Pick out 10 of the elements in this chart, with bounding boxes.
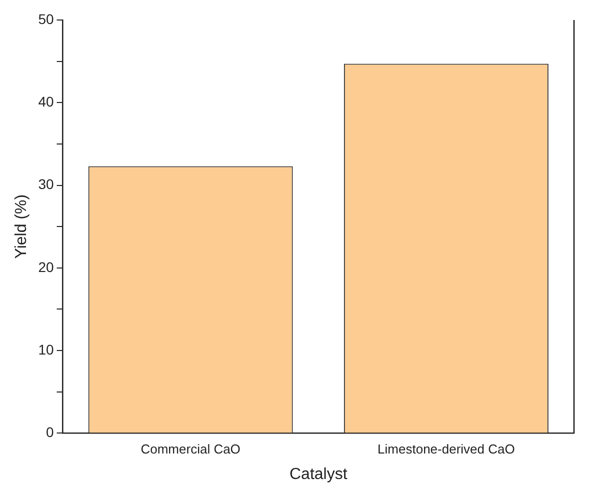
y-tick-label: 10: [38, 341, 54, 358]
y-tick-label: 20: [38, 258, 54, 275]
x-axis-title: Catalyst: [289, 466, 348, 483]
y-tick-label: 50: [38, 10, 54, 27]
x-tick-label: Commercial CaO: [140, 442, 240, 457]
y-tick-label: 0: [46, 424, 54, 440]
y-axis-title: Yield (%): [13, 194, 30, 259]
y-tick-label: 40: [38, 94, 54, 110]
y-tick-label: 30: [38, 176, 54, 192]
x-tick-label: Limestone-derived CaO: [378, 442, 515, 457]
